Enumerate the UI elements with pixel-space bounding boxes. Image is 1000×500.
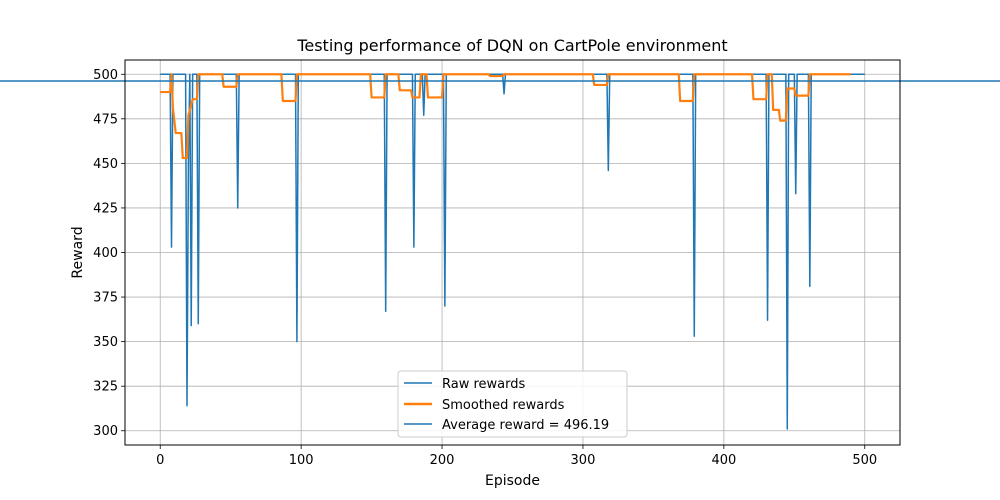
legend-label-smoothed: Smoothed rewards [442, 398, 565, 413]
x-tick-label: 100 [289, 453, 314, 468]
x-tick-label: 0 [156, 453, 164, 468]
x-tick-label: 500 [852, 453, 877, 468]
y-tick-label: 425 [93, 201, 118, 216]
y-tick-label: 350 [93, 335, 118, 350]
x-tick-label: 200 [430, 453, 455, 468]
legend-label-average: Average reward = 496.19 [442, 418, 609, 433]
x-tick-label: 300 [571, 453, 596, 468]
y-tick-label: 450 [93, 157, 118, 172]
grid-lines [125, 60, 900, 445]
x-axis-label: Episode [485, 473, 540, 489]
chart-title: Testing performance of DQN on CartPole e… [296, 36, 727, 55]
y-tick-label: 300 [93, 424, 118, 439]
y-axis-label: Reward [70, 226, 86, 278]
x-tick-label: 400 [711, 453, 736, 468]
legend-label-raw: Raw rewards [442, 377, 526, 392]
smoothed-rewards-line [160, 73, 851, 160]
y-tick-label: 400 [93, 246, 118, 261]
axis-ticks: 0 100 200 300 400 500 300 325 350 375 400 425 450 475… [93, 68, 877, 468]
series-layer [0, 73, 1000, 430]
y-tick-label: 475 [93, 112, 118, 127]
legend-box [397, 370, 628, 438]
y-tick-label: 500 [93, 68, 118, 83]
y-tick-label: 375 [93, 291, 118, 306]
y-tick-label: 325 [93, 380, 118, 395]
legend: Raw rewards Smoothed rewards Average rew… [397, 370, 628, 438]
